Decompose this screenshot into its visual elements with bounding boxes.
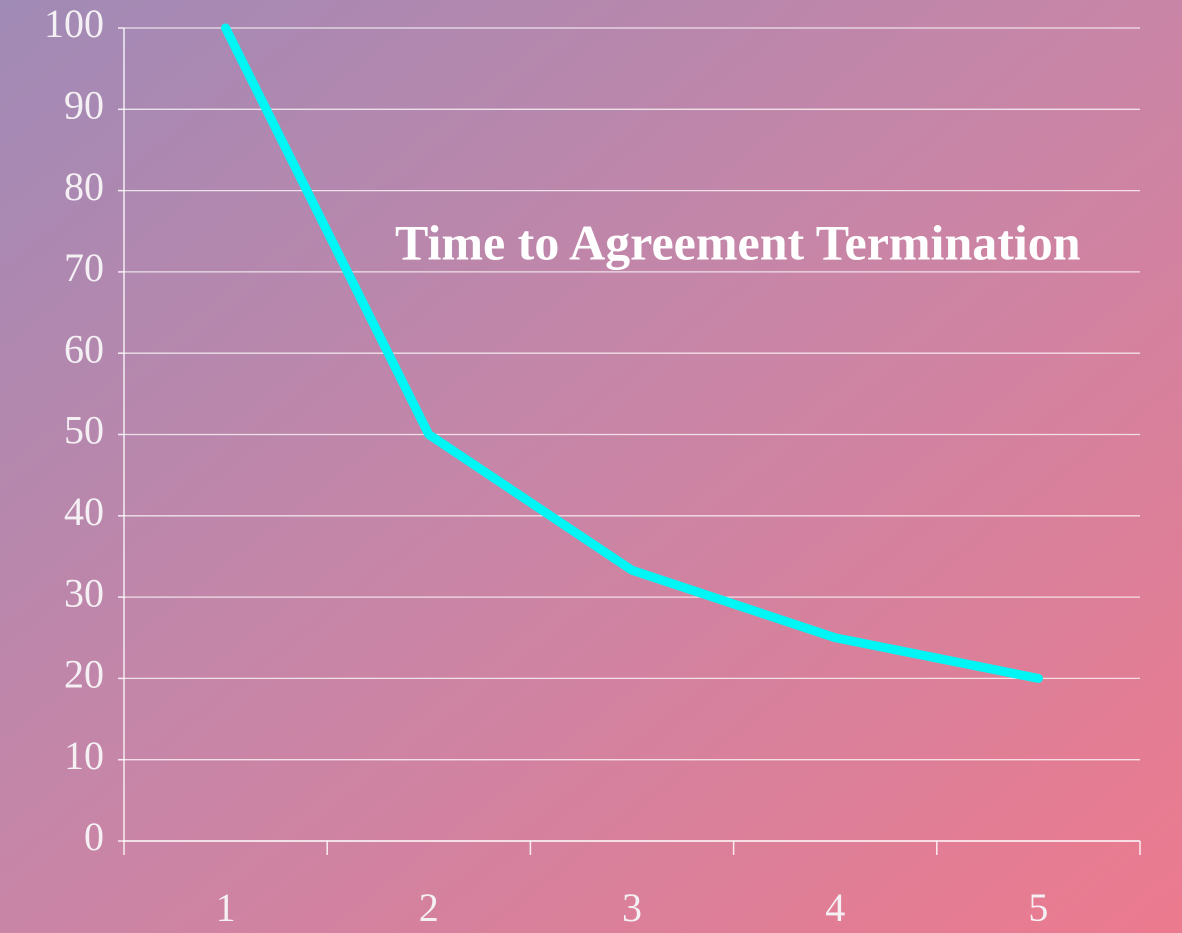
y-tick-label: 0 [84, 814, 104, 859]
y-tick-label: 80 [64, 164, 104, 209]
y-tick-label: 30 [64, 570, 104, 615]
y-tick-label: 60 [64, 326, 104, 371]
y-tick-label: 20 [64, 652, 104, 697]
x-tick-label: 2 [419, 885, 439, 930]
x-tick-label: 4 [825, 885, 845, 930]
x-tick-label: 1 [216, 885, 236, 930]
y-tick-label: 100 [44, 1, 104, 46]
x-tick-label: 5 [1028, 885, 1048, 930]
y-tick-label: 10 [64, 733, 104, 778]
y-tick-label: 90 [64, 82, 104, 127]
data-line [221, 23, 1043, 683]
x-tick-label: 3 [622, 885, 642, 930]
y-tick-label: 40 [64, 489, 104, 534]
y-tick-label: 70 [64, 245, 104, 290]
plot: 0 10 20 30 40 50 60 70 80 90 100 1 2 3 4 5 [44, 1, 1141, 930]
chart-title: Time to Agreement Termination [395, 214, 1081, 270]
y-tick-label: 50 [64, 408, 104, 453]
